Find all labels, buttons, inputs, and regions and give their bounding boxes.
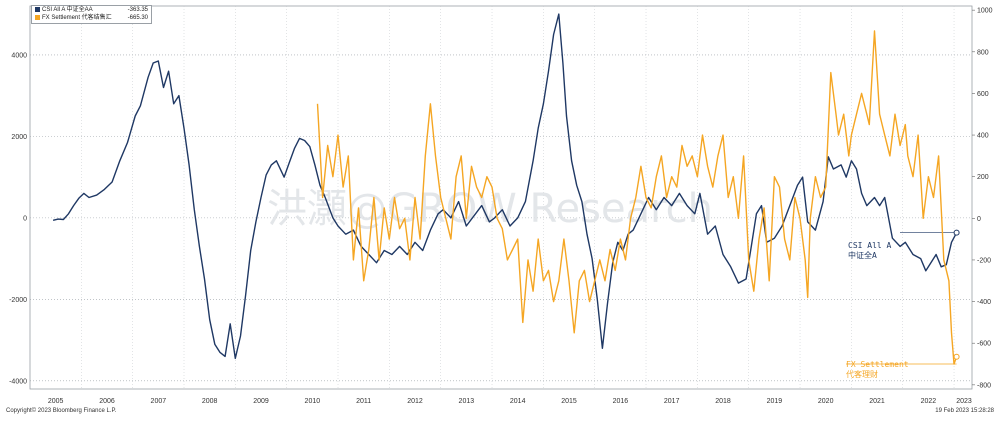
x-tick-label: 2020 [818, 398, 834, 405]
yright-tick-label: 600 [977, 91, 989, 98]
x-tick-label: 2005 [48, 398, 64, 405]
series-line-csi [52, 13, 958, 360]
x-tick-label: 2014 [510, 398, 526, 405]
yright-tick-label: -600 [977, 341, 991, 348]
yleft-tick-label: -4000 [9, 378, 27, 385]
yright-tick-label: -400 [977, 299, 991, 306]
fx-label-cn: 代客理财 [846, 369, 878, 379]
series-end-marker-fx [953, 353, 960, 360]
legend-value-csi: -363.35 [127, 7, 148, 13]
x-tick-label: 2015 [561, 398, 577, 405]
x-tick-label: 2008 [202, 398, 218, 405]
yleft-tick-label: 2000 [11, 134, 27, 141]
x-tick-label: 2023 [956, 398, 972, 405]
yright-tick-label: 200 [977, 174, 989, 181]
yright-tick-label: -800 [977, 382, 991, 389]
legend-swatch-csi [35, 7, 40, 12]
legend-item-csi: CSI All A 中证全AA -363.35 [32, 6, 151, 14]
x-tick-label: 2007 [151, 398, 167, 405]
plot-frame [29, 5, 973, 390]
series-line-fx [316, 30, 958, 365]
legend-value-fx: -665.30 [127, 15, 148, 21]
fx-label-en: FX Settlement [846, 360, 909, 369]
yright-tick-label: -200 [977, 257, 991, 264]
x-tick-label: 2018 [715, 398, 731, 405]
legend-item-fx: FX Settlement 代客结售汇 -665.30 [32, 14, 151, 22]
x-tick-label: 2013 [459, 398, 475, 405]
series-end-marker-csi [953, 229, 960, 236]
series-layer [52, 13, 960, 365]
csi-label-en: CSI All A [848, 241, 892, 250]
yright-tick-label: 1000 [977, 8, 993, 15]
x-tick-label: 2022 [921, 398, 937, 405]
yleft-tick-label: -2000 [9, 297, 27, 304]
x-tick-label: 2009 [253, 398, 269, 405]
axes: 400020000-2000-400010008006004002000-200… [9, 8, 993, 405]
x-tick-label: 2021 [869, 398, 885, 405]
legend-label-fx: FX Settlement 代客结售汇 [42, 15, 112, 21]
x-tick-label: 2016 [613, 398, 629, 405]
timestamp-text: 19 Feb 2023 15:28:28 [935, 408, 994, 414]
copyright-text: Copyright© 2023 Bloomberg Finance L.P. [6, 408, 117, 414]
yleft-tick-label: 0 [23, 215, 27, 222]
yright-tick-label: 800 [977, 49, 989, 56]
grid-lines [29, 5, 973, 390]
yleft-tick-label: 4000 [11, 52, 27, 59]
watermark-text: 洪灝@GROW Research [267, 186, 713, 232]
yright-tick-label: 400 [977, 133, 989, 140]
legend: CSI All A 中证全AA -363.35 FX Settlement 代客… [31, 5, 152, 24]
legend-swatch-fx [35, 15, 40, 20]
x-tick-label: 2011 [356, 398, 371, 405]
x-tick-label: 2010 [305, 398, 321, 405]
legend-label-csi: CSI All A 中证全AA [42, 7, 93, 13]
x-tick-label: 2012 [407, 398, 423, 405]
x-tick-label: 2006 [99, 398, 115, 405]
x-tick-label: 2019 [767, 398, 783, 405]
csi-label-cn: 中证全A [848, 250, 877, 260]
yright-tick-label: 0 [977, 216, 981, 223]
x-tick-label: 2017 [664, 398, 680, 405]
annotations: CSI All A 中证全A FX Settlement 代客理财 [846, 241, 909, 379]
